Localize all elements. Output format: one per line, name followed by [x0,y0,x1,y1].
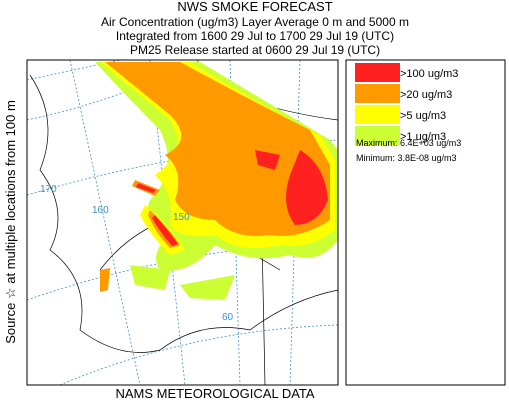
footer: NAMS METEOROLOGICAL DATA [115,386,314,401]
legend: >100 ug/m3 >20 ug/m3 >5 ug/m3 >1 ug/m3 [355,63,458,145]
map-frame [26,59,339,386]
map-area [27,60,338,385]
maximum: Maximum: 6.4E+03 ug/m3 [356,138,461,148]
minimum: Minimum: 3.8E-08 ug/m3 [356,153,457,163]
legend-swatch [355,105,400,124]
subtitle: PM25 Release started at 0600 29 Jul 19 (… [130,43,380,57]
legend-label: >20 ug/m3 [400,89,452,101]
legend-label: >100 ug/m3 [400,68,458,80]
source-label: Source ☆ at multiple locations from 100 … [3,100,18,344]
legend-swatch [355,84,400,103]
graticule [27,60,338,385]
grid-label: 160 [92,205,109,216]
legend-label: >5 ug/m3 [400,110,446,122]
grid-label: 60 [222,312,234,323]
legend-label: >1 ug/m3 [400,131,446,143]
subtitle: Integrated from 1600 29 Jul to 1700 29 J… [116,29,394,43]
title: NWS SMOKE FORECAST [177,0,332,14]
smoke-plume [95,62,338,300]
legend-swatch [355,63,400,82]
legend-swatch [355,126,400,145]
grid-labels: 170 160 150 60 [40,184,234,323]
grid-label: 170 [40,184,57,195]
grid-label: 150 [173,212,190,223]
subtitle: Air Concentration (ug/m3) Layer Average … [101,15,409,29]
